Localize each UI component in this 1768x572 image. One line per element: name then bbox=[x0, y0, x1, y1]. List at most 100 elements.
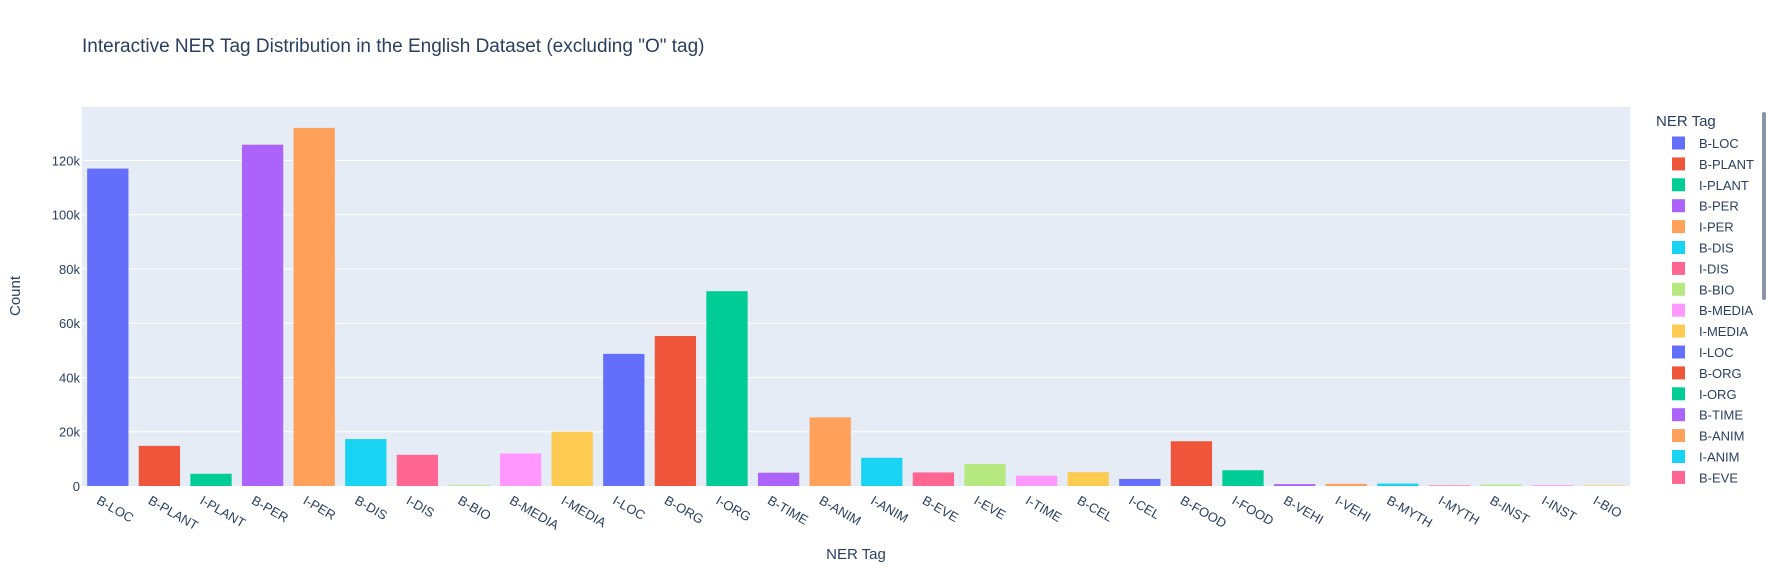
x-tick-label: I-FOOD bbox=[1230, 493, 1277, 529]
bar-i-myth[interactable] bbox=[1428, 485, 1471, 487]
legend-item-b-time[interactable]: B-TIME bbox=[1672, 408, 1743, 423]
bar-b-eve[interactable] bbox=[912, 472, 955, 486]
legend-swatch bbox=[1672, 241, 1685, 254]
x-axis-title: NER Tag bbox=[826, 546, 886, 563]
legend-item-i-per[interactable]: I-PER bbox=[1672, 220, 1734, 235]
legend-label: I-ANIM bbox=[1699, 450, 1739, 465]
legend[interactable]: B-LOC B-PLANT I-PLANT B-PER I-PER B-DIS I-DIS B… bbox=[1672, 136, 1754, 485]
bar-b-food[interactable] bbox=[1170, 441, 1213, 486]
legend-label: I-DIS bbox=[1699, 261, 1729, 276]
y-tick-label: 100k bbox=[52, 208, 81, 223]
legend-item-b-media[interactable]: B-MEDIA bbox=[1672, 303, 1754, 318]
y-tick-label: 60k bbox=[59, 316, 80, 331]
y-axis-title: Count bbox=[7, 275, 24, 316]
legend-swatch bbox=[1672, 366, 1685, 380]
bar-b-vehi[interactable] bbox=[1273, 484, 1316, 486]
legend-label: B-PER bbox=[1699, 199, 1739, 214]
y-tick-label: 40k bbox=[59, 370, 80, 385]
legend-scrollbar[interactable] bbox=[1762, 112, 1766, 300]
bar-b-media[interactable] bbox=[499, 453, 542, 486]
x-tick-label: I-VEHI bbox=[1333, 493, 1374, 525]
legend-item-b-per[interactable]: B-PER bbox=[1672, 199, 1739, 214]
legend-swatch bbox=[1672, 136, 1685, 150]
x-tick-label: I-LOC bbox=[610, 493, 648, 523]
bar-b-org[interactable] bbox=[654, 335, 697, 486]
bar-i-time[interactable] bbox=[1015, 475, 1058, 486]
x-tick-label: I-MYTH bbox=[1436, 493, 1482, 528]
x-tick-label: B-LOC bbox=[94, 493, 136, 526]
bar-i-per[interactable] bbox=[293, 127, 335, 486]
gridlines bbox=[82, 159, 1630, 433]
legend-label: I-PLANT bbox=[1699, 178, 1749, 193]
x-tick-label: B-DIS bbox=[352, 493, 390, 523]
bar-b-cel[interactable] bbox=[1067, 472, 1109, 486]
bar-i-anim[interactable] bbox=[861, 457, 903, 486]
bar-i-bio[interactable] bbox=[1583, 485, 1625, 487]
bar-i-media[interactable] bbox=[551, 431, 593, 486]
bar-i-eve[interactable] bbox=[964, 464, 1006, 486]
legend-item-i-anim[interactable]: I-ANIM bbox=[1672, 450, 1739, 465]
x-tick-label: B-MEDIA bbox=[507, 493, 562, 533]
x-tick-label: I-INST bbox=[1539, 493, 1579, 525]
legend-swatch bbox=[1672, 345, 1685, 359]
legend-item-b-eve[interactable]: B-EVE bbox=[1672, 470, 1738, 485]
x-tick-label: B-INST bbox=[1488, 493, 1532, 527]
legend-item-b-bio[interactable]: B-BIO bbox=[1672, 282, 1734, 297]
bar-b-myth[interactable] bbox=[1377, 483, 1419, 486]
legend-item-b-org[interactable]: B-ORG bbox=[1672, 366, 1742, 381]
bar-i-vehi[interactable] bbox=[1325, 483, 1367, 486]
legend-item-i-plant[interactable]: I-PLANT bbox=[1672, 178, 1749, 193]
bar-i-dis[interactable] bbox=[396, 454, 439, 486]
legend-label: B-MEDIA bbox=[1699, 303, 1754, 318]
legend-swatch bbox=[1672, 261, 1685, 275]
legend-label: B-DIS bbox=[1699, 241, 1734, 256]
bar-b-bio[interactable] bbox=[448, 485, 490, 486]
bar-b-time[interactable] bbox=[757, 472, 800, 486]
legend-title: NER Tag bbox=[1656, 113, 1716, 130]
bars bbox=[87, 127, 1625, 487]
legend-swatch bbox=[1672, 324, 1685, 338]
bar-i-food[interactable] bbox=[1222, 470, 1264, 486]
legend-item-b-dis[interactable]: B-DIS bbox=[1672, 241, 1734, 256]
legend-item-i-loc[interactable]: I-LOC bbox=[1672, 345, 1734, 360]
y-axis-ticks: 0 20k 40k 60k 80k 100k 120k bbox=[52, 153, 81, 494]
legend-label: I-ORG bbox=[1699, 387, 1737, 402]
legend-swatch bbox=[1672, 178, 1685, 192]
legend-label: B-ANIM bbox=[1699, 429, 1745, 444]
legend-swatch bbox=[1672, 470, 1685, 484]
legend-label: B-EVE bbox=[1699, 470, 1738, 485]
bar-i-inst[interactable] bbox=[1531, 485, 1574, 486]
legend-swatch bbox=[1672, 408, 1685, 422]
bar-i-cel[interactable] bbox=[1119, 478, 1161, 486]
legend-item-b-loc[interactable]: B-LOC bbox=[1672, 136, 1739, 151]
legend-item-b-plant[interactable]: B-PLANT bbox=[1672, 157, 1754, 172]
legend-swatch bbox=[1672, 157, 1685, 171]
legend-item-b-anim[interactable]: B-ANIM bbox=[1672, 429, 1745, 444]
x-tick-label: I-ANIM bbox=[868, 493, 911, 526]
legend-item-i-dis[interactable]: I-DIS bbox=[1672, 261, 1729, 276]
bar-i-org[interactable] bbox=[706, 291, 748, 486]
x-tick-label: I-PER bbox=[301, 493, 339, 523]
legend-label: B-LOC bbox=[1699, 136, 1739, 151]
legend-label: B-BIO bbox=[1699, 282, 1734, 297]
y-tick-label: 20k bbox=[59, 425, 80, 440]
bar-b-plant[interactable] bbox=[138, 445, 181, 486]
bar-i-loc[interactable] bbox=[603, 353, 645, 486]
bar-b-dis[interactable] bbox=[345, 439, 387, 486]
bar-b-inst[interactable] bbox=[1480, 484, 1522, 486]
bar-b-loc[interactable] bbox=[87, 168, 129, 487]
legend-swatch bbox=[1672, 387, 1685, 401]
bar-b-per[interactable] bbox=[241, 144, 284, 487]
legend-swatch bbox=[1672, 450, 1685, 463]
legend-swatch bbox=[1672, 220, 1685, 234]
x-tick-label: B-BIO bbox=[456, 493, 494, 524]
x-tick-label: B-TIME bbox=[765, 493, 811, 528]
legend-item-i-org[interactable]: I-ORG bbox=[1672, 387, 1737, 402]
bar-b-anim[interactable] bbox=[809, 417, 851, 486]
legend-label: B-ORG bbox=[1699, 366, 1742, 381]
legend-item-i-media[interactable]: I-MEDIA bbox=[1672, 324, 1748, 339]
legend-swatch bbox=[1672, 303, 1685, 317]
bar-i-plant[interactable] bbox=[190, 473, 232, 486]
